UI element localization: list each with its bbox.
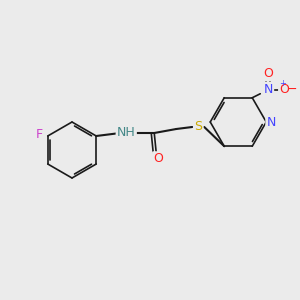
Text: +: + xyxy=(279,79,286,88)
Text: N: N xyxy=(264,83,273,96)
Text: S: S xyxy=(194,121,202,134)
Text: F: F xyxy=(36,128,43,140)
Text: NH: NH xyxy=(117,127,136,140)
Text: O: O xyxy=(279,83,289,96)
Text: N: N xyxy=(267,116,276,128)
Text: O: O xyxy=(153,152,163,166)
Text: −: − xyxy=(287,83,298,96)
Text: O: O xyxy=(263,67,273,80)
